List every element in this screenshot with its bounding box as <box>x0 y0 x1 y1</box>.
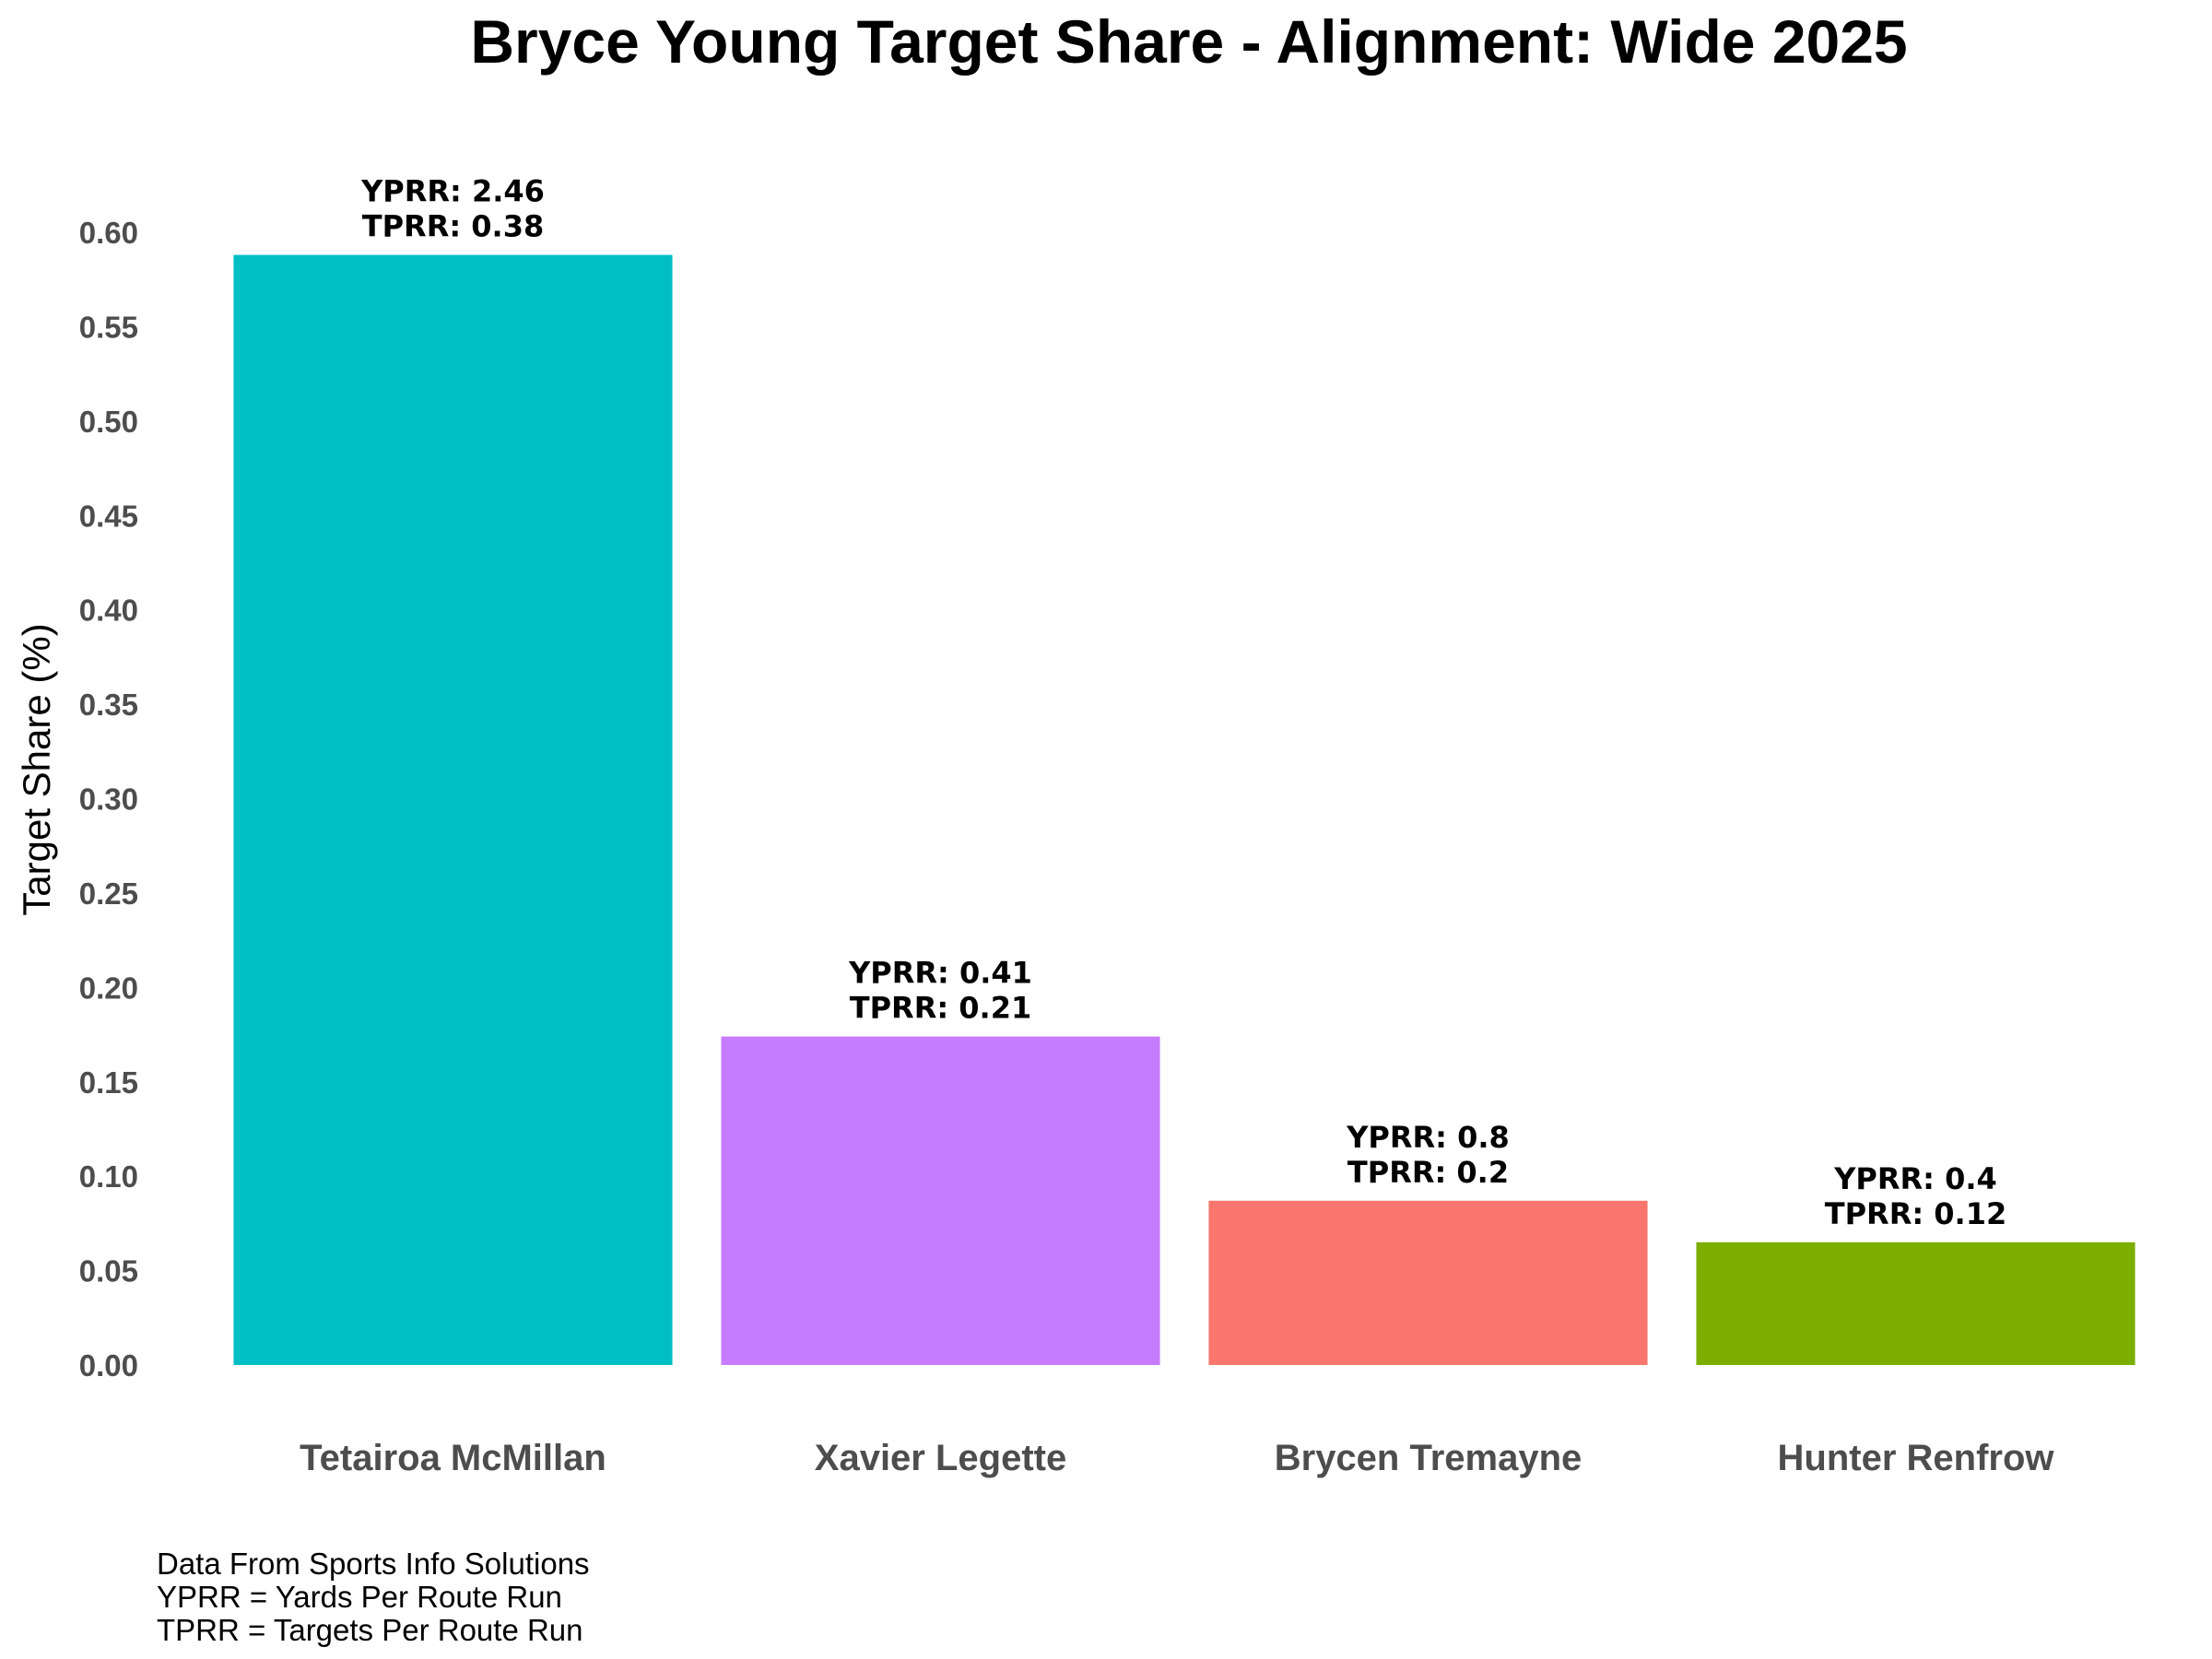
y-tick-label: 0.15 <box>79 1065 138 1100</box>
x-tick-label: Tetairoa McMillan <box>300 1438 606 1478</box>
y-tick-label: 0.60 <box>79 216 138 250</box>
bar-annotation-tprr: TPRR: 0.21 <box>850 991 1031 1026</box>
bars <box>233 254 2136 1366</box>
bar-annotation-yprr: YPRR: 0.8 <box>1346 1120 1510 1155</box>
chart-title: Bryce Young Target Share - Alignment: Wi… <box>470 7 1907 76</box>
y-axis-ticks: 0.00 0.05 0.10 0.15 0.20 0.25 0.30 0.35 0.40 0.45… <box>79 216 138 1382</box>
y-tick-label: 0.45 <box>79 499 138 533</box>
bar <box>1696 1241 2136 1365</box>
y-tick-label: 0.10 <box>79 1159 138 1194</box>
caption-line: YPRR = Yards Per Route Run <box>157 1580 562 1614</box>
y-tick-label: 0.20 <box>79 971 138 1005</box>
bar-annotation-tprr: TPRR: 0.2 <box>1347 1155 1509 1190</box>
y-tick-label: 0.05 <box>79 1254 138 1288</box>
bar-annotation-tprr: TPRR: 0.12 <box>1825 1196 2006 1231</box>
bar-annotation-yprr: YPRR: 0.4 <box>1833 1161 1997 1196</box>
y-tick-label: 0.40 <box>79 594 138 628</box>
y-tick-label: 0.25 <box>79 877 138 911</box>
x-tick-label: Hunter Renfrow <box>1778 1438 2055 1478</box>
x-axis-ticks: Tetairoa McMillan Xavier Legette Brycen Tr… <box>300 1438 2054 1478</box>
y-tick-label: 0.50 <box>79 405 138 439</box>
caption-line: Data From Sports Info Solutions <box>157 1547 590 1581</box>
bar <box>721 1036 1160 1365</box>
bar <box>233 254 673 1366</box>
bar <box>1208 1200 1648 1365</box>
x-tick-label: Brycen Tremayne <box>1275 1438 1583 1478</box>
bar-annotation-yprr: YPRR: 2.46 <box>360 174 545 209</box>
y-axis-label: Target Share (%) <box>15 623 58 915</box>
caption-line: TPRR = Targets Per Route Run <box>157 1613 583 1647</box>
x-tick-label: Xavier Legette <box>815 1438 1066 1478</box>
y-tick-label: 0.55 <box>79 310 138 344</box>
y-tick-label: 0.35 <box>79 688 138 722</box>
y-tick-label: 0.30 <box>79 782 138 817</box>
y-tick-label: 0.00 <box>79 1348 138 1382</box>
bar-annotation-tprr: TPRR: 0.38 <box>362 209 544 244</box>
bar-annotation-yprr: YPRR: 0.41 <box>848 956 1032 991</box>
